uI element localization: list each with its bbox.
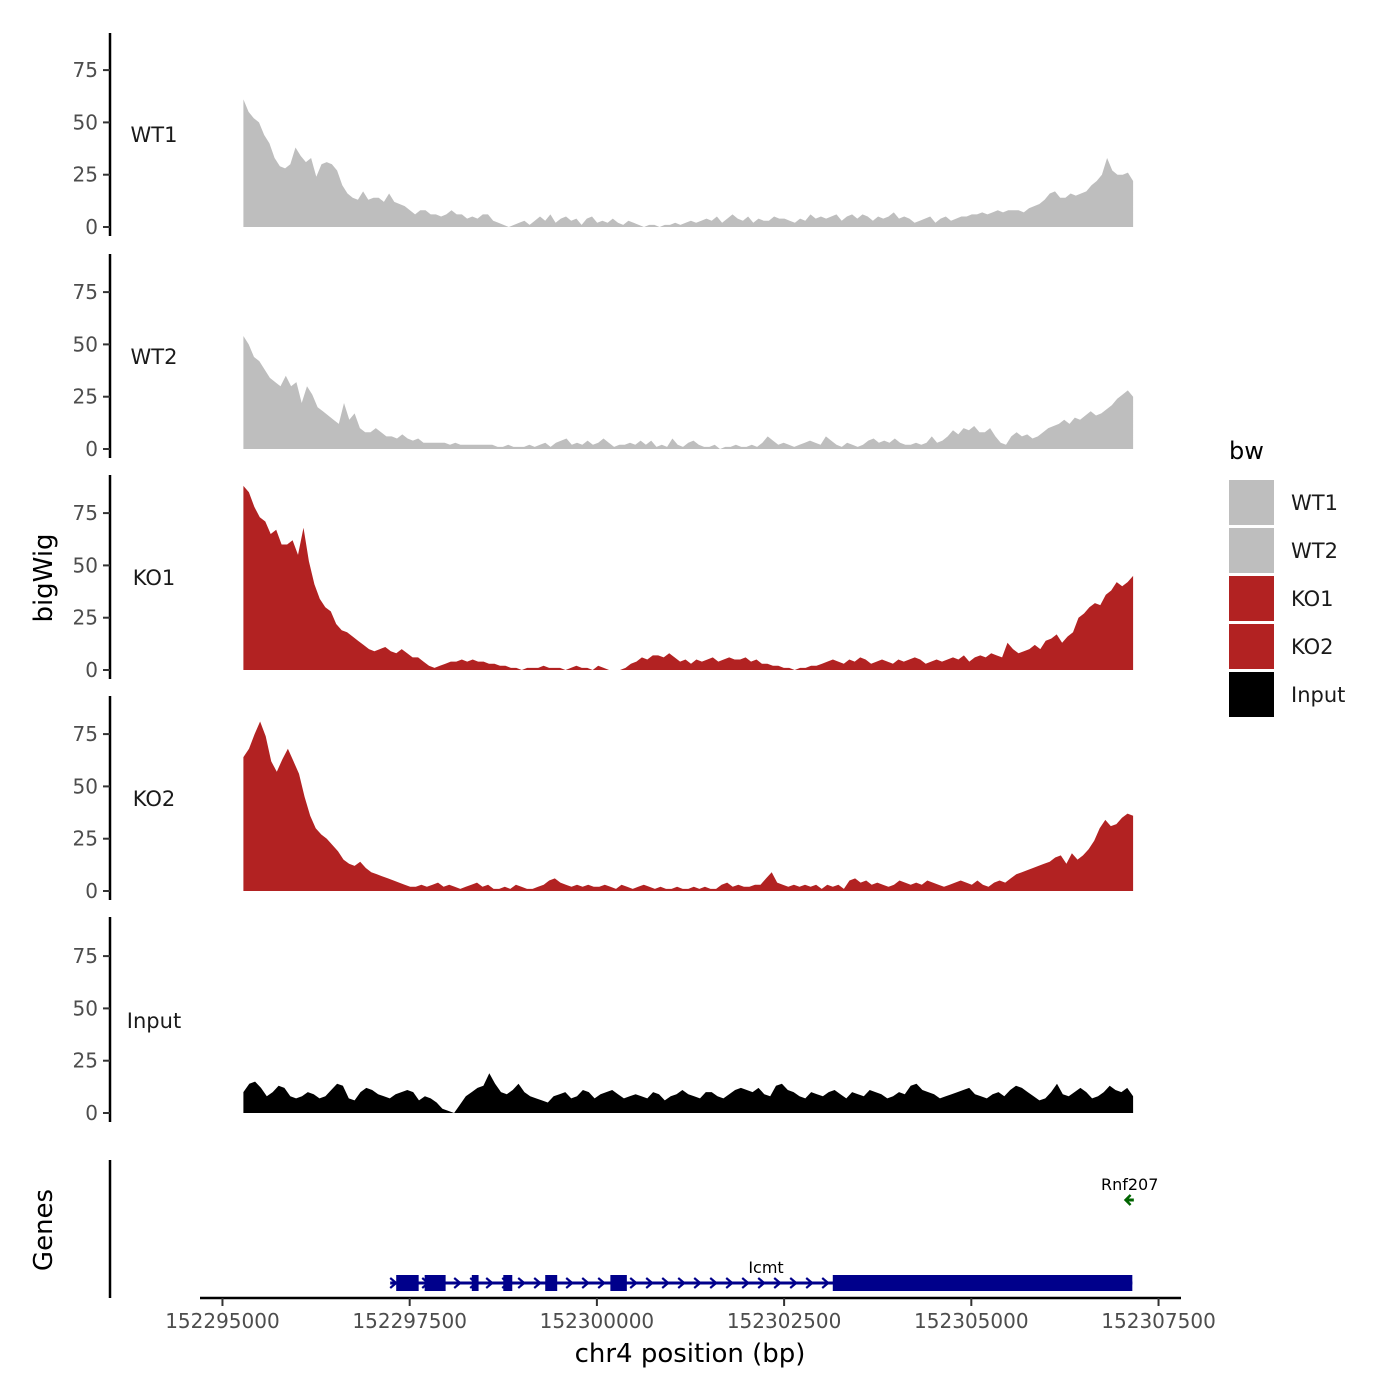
legend-label-ko1: KO1 (1291, 587, 1334, 611)
area-ko2 (243, 721, 1134, 891)
y-tick-label: 25 (73, 163, 98, 187)
bigwig-panels: 0 25 50 75 WT1 0 25 50 75 WT2 0 25 50 75 KO1 0 25 50 75 KO2… (73, 33, 1134, 1125)
y-tick-label: 0 (85, 658, 98, 682)
panel-input: 0 25 50 75 Input (73, 917, 1134, 1125)
y-tick-label: 50 (73, 553, 98, 577)
strand-arrow (677, 1277, 686, 1289)
strand-arrow (661, 1277, 670, 1289)
y-tick-label: 25 (73, 385, 98, 409)
strand-arrow (565, 1277, 574, 1289)
legend-key-wt1 (1229, 480, 1274, 525)
strand-arrow (693, 1277, 702, 1289)
strand-arrow (741, 1277, 750, 1289)
track-label-ko2: KO2 (133, 787, 176, 811)
x-tick-label: 152305000 (914, 1309, 1029, 1333)
y-tick-label: 50 (73, 110, 98, 134)
exon (610, 1275, 627, 1291)
strand-arrow (645, 1277, 654, 1289)
panel-wt2: 0 25 50 75 WT2 (73, 254, 1134, 461)
legend-key-ko1 (1229, 576, 1274, 621)
legend-key-input (1229, 672, 1274, 717)
y-tick-label: 0 (85, 215, 98, 239)
strand-arrow (597, 1277, 606, 1289)
strand-arrow (485, 1277, 494, 1289)
y-tick-label: 0 (85, 1101, 98, 1125)
area-input (243, 1073, 1134, 1113)
strand-arrow (789, 1277, 798, 1289)
legend-label-ko2: KO2 (1291, 635, 1334, 659)
y-tick-label: 25 (73, 606, 98, 630)
exon (545, 1275, 558, 1291)
y-tick-label: 75 (73, 722, 98, 746)
panel-ko1: 0 25 50 75 KO1 (73, 475, 1134, 682)
y-tick-label: 50 (73, 996, 98, 1020)
y-tick-label: 25 (73, 1049, 98, 1073)
x-tick-label: 152302500 (727, 1309, 842, 1333)
strand-arrow (517, 1277, 526, 1289)
legend-title: bw (1229, 437, 1264, 465)
area-wt2 (243, 336, 1134, 449)
gene-rnf207: Rnf207 (1101, 1175, 1158, 1206)
panel-wt1: 0 25 50 75 WT1 (73, 33, 1134, 239)
y-tick-label: 75 (73, 280, 98, 304)
area-wt1 (243, 99, 1134, 227)
y-tick-label: 0 (85, 879, 98, 903)
strand-arrow (533, 1277, 542, 1289)
strand-arrow (629, 1277, 638, 1289)
y-tick-label: 50 (73, 774, 98, 798)
legend-key-ko2 (1229, 624, 1274, 669)
panel-ko2: 0 25 50 75 KO2 (73, 696, 1134, 903)
gene-track-title: Genes (29, 1189, 59, 1271)
y-tick-label: 75 (73, 501, 98, 525)
gene-label: Icmt (748, 1258, 783, 1277)
strand-arrow (1123, 1194, 1132, 1206)
legend: bw WT1 WT2 KO1 KO2 Input (1229, 437, 1345, 717)
legend-label-wt2: WT2 (1291, 539, 1338, 563)
x-tick-label: 152297500 (352, 1309, 467, 1333)
x-axis-title: chr4 position (bp) (575, 1339, 806, 1369)
y-tick-label: 75 (73, 944, 98, 968)
exon (503, 1275, 513, 1291)
strand-arrow (581, 1277, 590, 1289)
x-tick-label: 152307500 (1101, 1309, 1216, 1333)
exon (424, 1275, 446, 1291)
gene-icmt: Icmt (389, 1258, 1133, 1291)
track-label-wt2: WT2 (131, 345, 178, 369)
y-tick-label: 75 (73, 58, 98, 82)
strand-arrow (757, 1277, 766, 1289)
strand-arrow (725, 1277, 734, 1289)
exon (396, 1275, 419, 1291)
y-axis-title: bigWig (29, 533, 59, 622)
legend-label-wt1: WT1 (1291, 491, 1338, 515)
x-tick-label: 152300000 (540, 1309, 655, 1333)
legend-label-input: Input (1291, 683, 1345, 707)
x-axis: 152295000 152297500 152300000 152302500 1523… (165, 1296, 1216, 1333)
y-tick-label: 25 (73, 827, 98, 851)
strand-arrow (709, 1277, 718, 1289)
track-label-wt1: WT1 (131, 123, 178, 147)
strand-arrow (821, 1277, 830, 1289)
strand-arrow (805, 1277, 814, 1289)
strand-arrow (773, 1277, 782, 1289)
legend-key-wt2 (1229, 528, 1274, 573)
exon (832, 1275, 1133, 1291)
strand-arrow (453, 1277, 462, 1289)
gene-track: Icmt Rnf207 (108, 1160, 1158, 1298)
area-ko1 (243, 485, 1134, 670)
gene-label: Rnf207 (1101, 1175, 1158, 1194)
y-tick-label: 0 (85, 437, 98, 461)
exon (471, 1275, 479, 1291)
y-tick-label: 50 (73, 332, 98, 356)
track-label-ko1: KO1 (133, 566, 176, 590)
x-tick-label: 152295000 (165, 1309, 280, 1333)
track-label-input: Input (127, 1009, 181, 1033)
